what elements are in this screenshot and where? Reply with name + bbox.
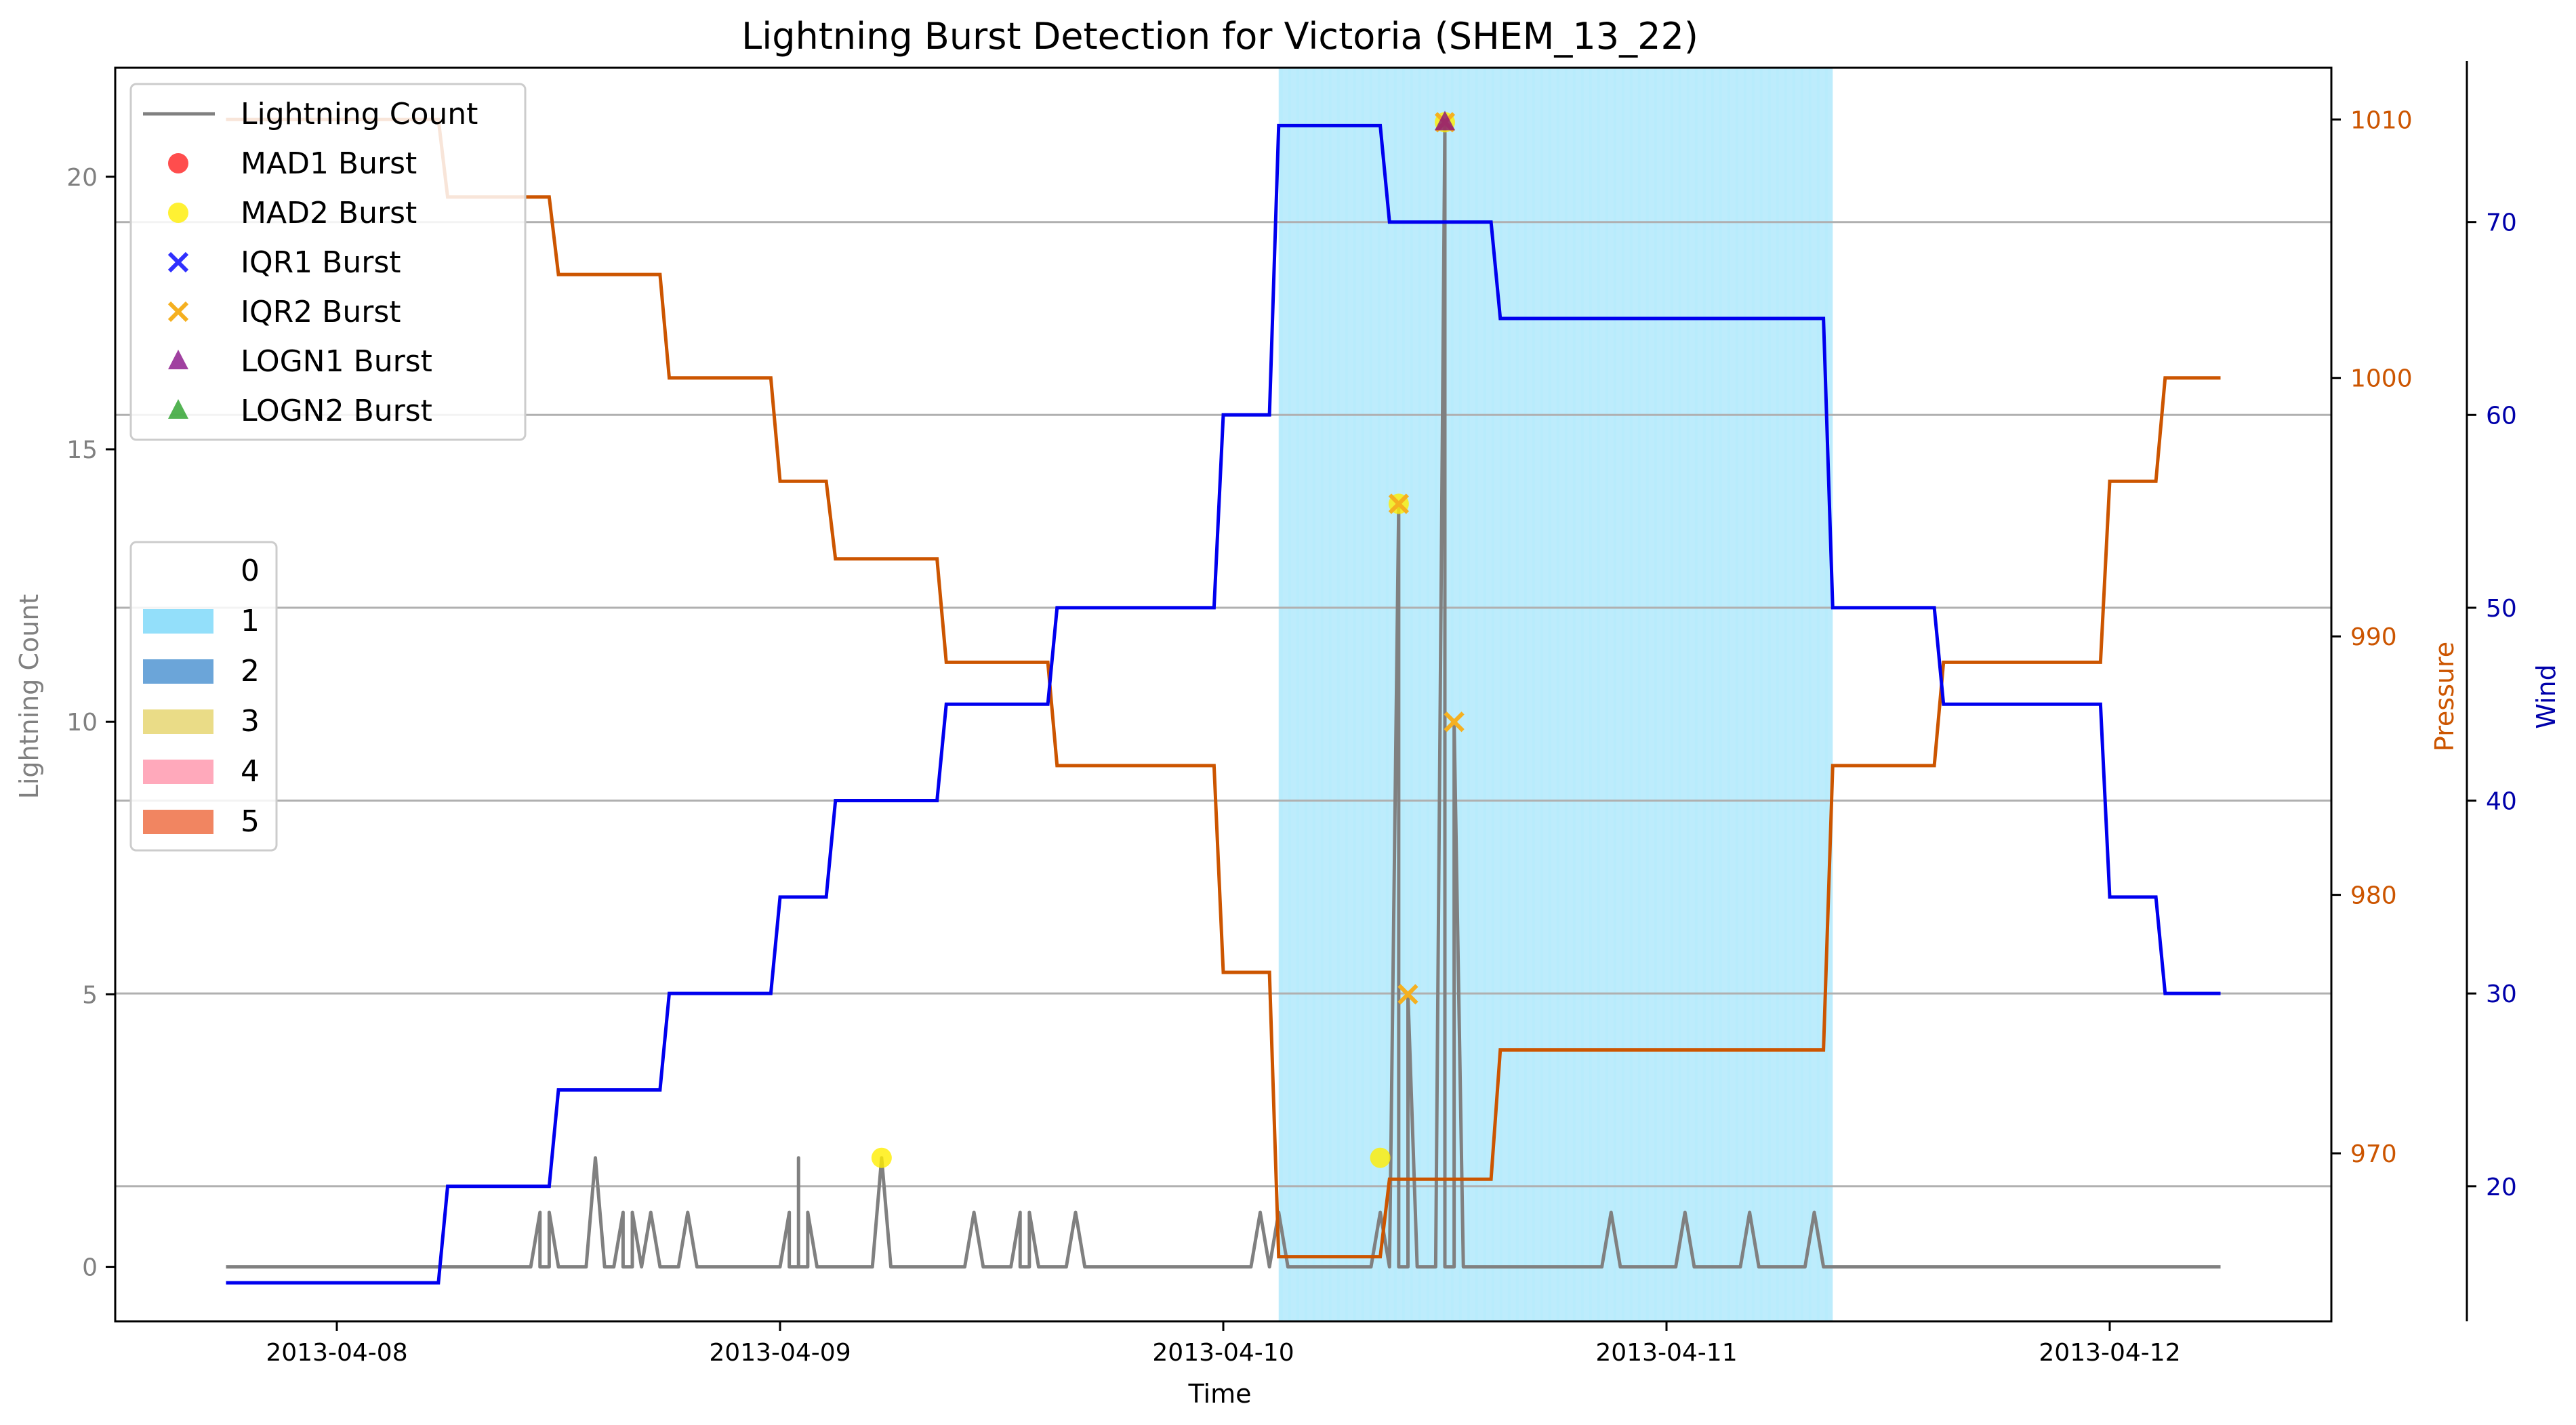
legend-series: Lightning Count MAD1 Burst MAD2 Burst IQR1 … <box>129 83 527 441</box>
burst-x-stroke <box>1388 493 1409 514</box>
lightning-spike-point <box>789 1212 790 1213</box>
x-tick-label: 2013-04-08 <box>266 1339 407 1367</box>
y-tick-label-left: 15 <box>66 436 98 464</box>
y-tick-label-left: 0 <box>82 1254 98 1282</box>
lightning-spike-point <box>1380 1212 1381 1213</box>
lightning-spike-point <box>548 1212 550 1213</box>
y-tick-label-left: 20 <box>66 164 98 192</box>
axes-layer: 2013-04-08 2013-04-09 2013-04-10 2013-04-11… <box>66 61 2517 1367</box>
lightning-spike-point <box>687 1212 689 1213</box>
iqr2-burst-marker <box>1388 493 1409 514</box>
legend-series-label: LOGN1 Burst <box>241 344 432 379</box>
legend-category-swatch <box>143 760 213 784</box>
lightning-count-line <box>226 120 2221 1269</box>
lightning-spike-point <box>539 1212 541 1213</box>
legend-triangle-marker <box>168 399 188 419</box>
legend-series-label: LOGN2 Burst <box>241 394 432 428</box>
lightning-spike-point <box>973 1212 975 1213</box>
legend-series-label: MAD1 Burst <box>241 146 417 181</box>
y-axis-label-wind: Wind <box>2531 664 2561 729</box>
legend-circle-marker <box>168 203 188 223</box>
burst-x-stroke <box>1444 711 1465 732</box>
lightning-spike-point <box>1260 1212 1261 1213</box>
y-tick-label-wind: 70 <box>2486 209 2517 237</box>
legend-series-box <box>129 83 527 441</box>
x-tick-label: 2013-04-11 <box>1595 1339 1737 1367</box>
legend-circle-marker <box>168 153 188 173</box>
x-tick-label: 2013-04-09 <box>709 1339 851 1367</box>
iqr2-burst-marker <box>1444 711 1465 732</box>
legend-category-swatch <box>143 609 213 634</box>
x-tick-label: 2013-04-12 <box>2039 1339 2180 1367</box>
y-tick-label-pressure: 980 <box>2350 882 2397 910</box>
iqr2-burst-marker <box>1397 984 1418 1005</box>
y-tick-label-wind: 60 <box>2486 402 2517 430</box>
y-tick-label-left: 5 <box>82 981 98 1009</box>
lightning-spike-point <box>798 1157 799 1159</box>
lightning-spike-point <box>1814 1212 1815 1213</box>
legend-series-label: Lightning Count <box>241 97 478 131</box>
y-tick-label-wind: 20 <box>2486 1174 2517 1201</box>
y-tick-label-wind: 40 <box>2486 788 2517 816</box>
lightning-spike-point <box>1019 1212 1021 1213</box>
y-axis-label-left: Lightning Count <box>14 594 44 800</box>
lightning-spike-point <box>1610 1212 1612 1213</box>
legend-x-marker <box>167 301 189 323</box>
legend-series-label: IQR1 Burst <box>241 245 401 280</box>
chart-title: Lightning Burst Detection for Victoria (… <box>741 15 1698 58</box>
mad2-burst-marker <box>871 1147 892 1168</box>
wind-line <box>226 123 2221 1285</box>
burst-marker-layer <box>871 110 1465 1168</box>
y-tick-label-wind: 30 <box>2486 980 2517 1008</box>
legend-category-label: 2 <box>241 654 260 688</box>
lightning-spike-point <box>1749 1212 1751 1213</box>
legend-category-swatch <box>143 659 213 684</box>
legend-category-label: 1 <box>241 604 260 638</box>
y-tick-label-pressure: 1010 <box>2350 106 2413 134</box>
y-tick-label-left: 10 <box>66 709 98 737</box>
y-tick-label-pressure: 1000 <box>2350 365 2413 393</box>
y-tick-label-pressure: 990 <box>2350 623 2397 651</box>
logn1-burst-marker <box>1435 110 1455 131</box>
legend-x-marker <box>167 251 189 273</box>
lightning-spike-point <box>632 1212 633 1213</box>
legend-triangle-marker <box>168 350 188 369</box>
lightning-spike-point <box>595 1157 596 1159</box>
legend-series-label: MAD2 Burst <box>241 196 417 230</box>
legend-category-swatch <box>143 709 213 734</box>
x-tick-label: 2013-04-10 <box>1152 1339 1294 1367</box>
legend-series-label: IQR2 Burst <box>241 295 401 329</box>
legend-category-label: 4 <box>241 754 260 789</box>
series-layer <box>226 117 2221 1285</box>
legend-category-swatch <box>143 810 213 834</box>
legend-category-label: 5 <box>241 804 260 839</box>
legend-category-label: 3 <box>241 704 260 739</box>
x-axis-label: Time <box>1188 1379 1252 1409</box>
y-axis-label-pressure: Pressure <box>2430 642 2459 751</box>
lightning-spike-point <box>807 1212 809 1213</box>
legend-categories: 0 1 2 3 4 5 <box>129 541 278 852</box>
legend-category-label: 0 <box>241 554 260 588</box>
mad2-burst-marker <box>1370 1147 1391 1168</box>
burst-x-stroke <box>1397 984 1418 1005</box>
category-band-layer <box>1278 68 1833 1321</box>
y-tick-label-pressure: 970 <box>2350 1140 2397 1168</box>
y-tick-label-wind: 50 <box>2486 595 2517 623</box>
